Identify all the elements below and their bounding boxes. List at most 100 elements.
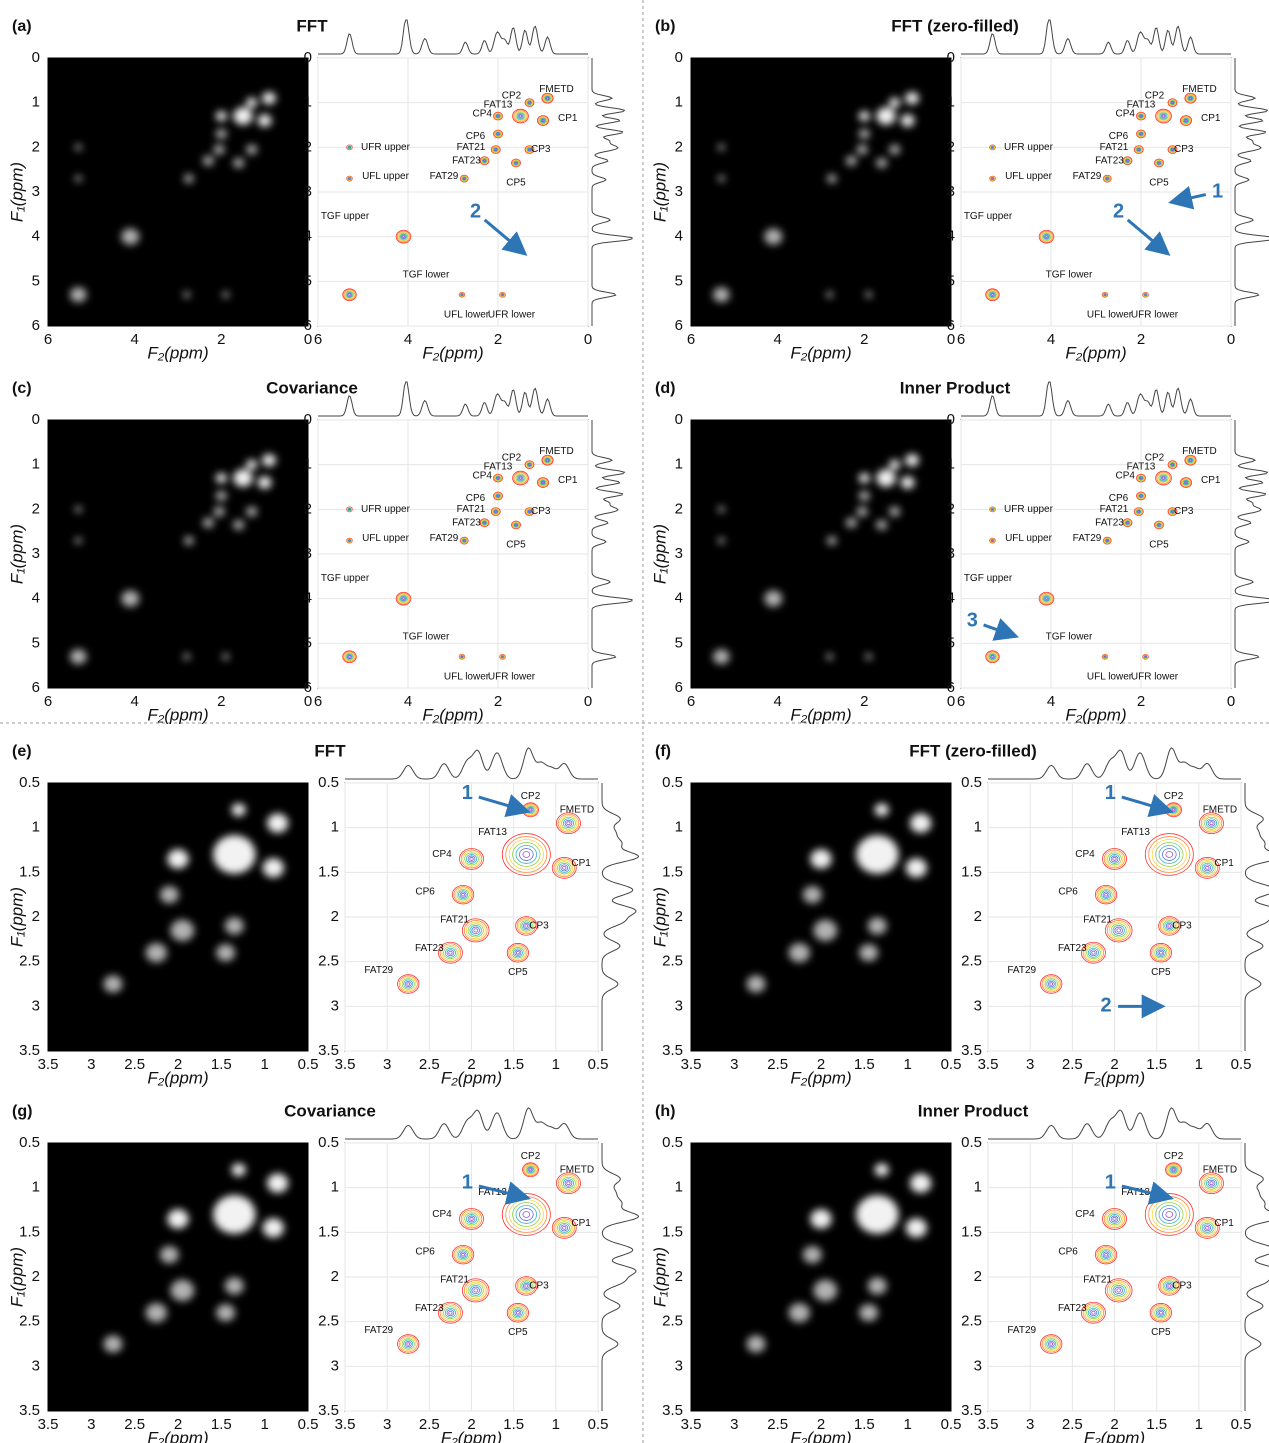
contour-ring (515, 1205, 538, 1224)
contour-ring (446, 1309, 455, 1317)
contour-ring (448, 1310, 453, 1315)
heatmap-blob (713, 649, 730, 665)
arrow-number: 1 (1105, 782, 1116, 804)
contour-ring (347, 654, 352, 659)
heatmap-blob (802, 886, 822, 904)
contour-ring (1170, 510, 1175, 514)
heatmap-blob (262, 858, 284, 878)
x-tick-label: 2 (467, 1056, 475, 1073)
y-axis-label: F₁(ppm) (7, 887, 26, 947)
x-tick-label: 0.5 (298, 1416, 319, 1433)
contour-ring (537, 115, 549, 126)
contour-ring (513, 522, 519, 528)
contour-ring (501, 833, 551, 876)
contour-ring (540, 480, 546, 486)
peak-label: CP5 (1151, 1327, 1171, 1338)
x-axis-label: F₂(ppm) (790, 1428, 851, 1443)
contour-ring (1136, 147, 1142, 152)
contour-ring (1155, 1308, 1166, 1318)
peak-label: FAT21 (1083, 914, 1112, 925)
contour-ring (561, 816, 576, 830)
y-tick-label: 1 (675, 456, 683, 473)
contour-ring (463, 539, 466, 542)
x-tick-label: 2 (494, 693, 502, 710)
contour-ring (344, 652, 355, 662)
contour-ring (1158, 1276, 1181, 1296)
heatmap-blob (213, 144, 225, 155)
y-axis-label: F₁(ppm) (650, 162, 669, 222)
contour-ring (347, 292, 352, 297)
contour-ring (1138, 493, 1144, 499)
x-tick-label: 2.5 (419, 1416, 440, 1433)
contour-ring (519, 1280, 533, 1292)
contour-ring (989, 653, 996, 660)
contour-ring (1169, 1166, 1178, 1174)
x-tick-label: 0 (1227, 331, 1235, 348)
contour-ring (511, 520, 521, 530)
contour-ring (465, 1214, 478, 1224)
heatmap-blob (746, 975, 766, 993)
heatmap-blob (713, 287, 730, 303)
contour-ring (545, 458, 550, 463)
heatmap-blob (874, 1163, 889, 1177)
y-tick-label: 4 (304, 228, 312, 245)
contour-ring (1137, 148, 1140, 151)
contour-ring (566, 821, 571, 826)
contour-ring (437, 1301, 463, 1324)
contour-ring (1136, 129, 1146, 139)
peak-label: CP1 (571, 1218, 591, 1229)
contour-ring (516, 112, 525, 120)
contour-ring (469, 1217, 474, 1221)
contour-ring (494, 112, 502, 120)
contour-ring (467, 1215, 476, 1223)
contour-ring (1122, 518, 1133, 528)
heatmap-blob (845, 155, 857, 166)
x-tick-label: 2 (1137, 331, 1145, 348)
y-tick-label: 5 (32, 272, 40, 289)
contour-ring (1126, 159, 1129, 162)
contour-ring (1106, 1280, 1131, 1301)
x-tick-label: 1.5 (854, 1416, 875, 1433)
contour-ring (1199, 1221, 1215, 1235)
y-tick-label: 2.5 (961, 953, 982, 970)
peak-label: FAT29 (364, 965, 393, 976)
contour-ring (545, 96, 550, 101)
contour-ring (501, 293, 504, 296)
y-tick-label: 4 (675, 590, 683, 607)
arrow-number: 1 (1105, 1171, 1116, 1193)
x-axis-label: F₂(ppm) (147, 1428, 208, 1443)
contour-ring (1167, 1164, 1180, 1176)
peak-label: FAT21 (1100, 504, 1129, 515)
contour-ring (546, 97, 549, 100)
contour-ring (460, 175, 469, 182)
contour-ring (1157, 110, 1170, 122)
y-tick-label: 2.5 (961, 1313, 982, 1330)
y-tick-label: 0 (304, 411, 312, 428)
contour-ring (346, 291, 353, 298)
contour-ring (461, 537, 468, 544)
contour-ring (566, 1181, 571, 1186)
contour-ring (511, 159, 521, 167)
heatmap-blob (858, 473, 870, 484)
contour-ring (1170, 462, 1175, 467)
contour-ring (1157, 162, 1161, 164)
contour-ring (1188, 96, 1193, 101)
contour-ring (456, 1248, 470, 1261)
contour-ring (527, 147, 532, 152)
contour-ring (1136, 112, 1146, 120)
heatmap-blob (184, 174, 194, 183)
panel-title: Inner Product (918, 1101, 1029, 1120)
contour-ring (524, 924, 529, 928)
x-tick-label: 6 (687, 331, 695, 348)
contour-ring (397, 1334, 420, 1354)
x-axis-label: F₂(ppm) (422, 705, 483, 724)
contour-ring (508, 1304, 528, 1322)
contour-ring (1110, 1215, 1119, 1223)
contour-ring (1106, 177, 1109, 180)
contour-ring (986, 289, 999, 301)
y-tick-label: 3.5 (961, 1402, 982, 1419)
contour-ring (1167, 924, 1172, 928)
peak-label: UFL upper (1005, 171, 1053, 182)
heatmap-blob (231, 1163, 246, 1177)
x-tick-label: 2 (860, 693, 868, 710)
